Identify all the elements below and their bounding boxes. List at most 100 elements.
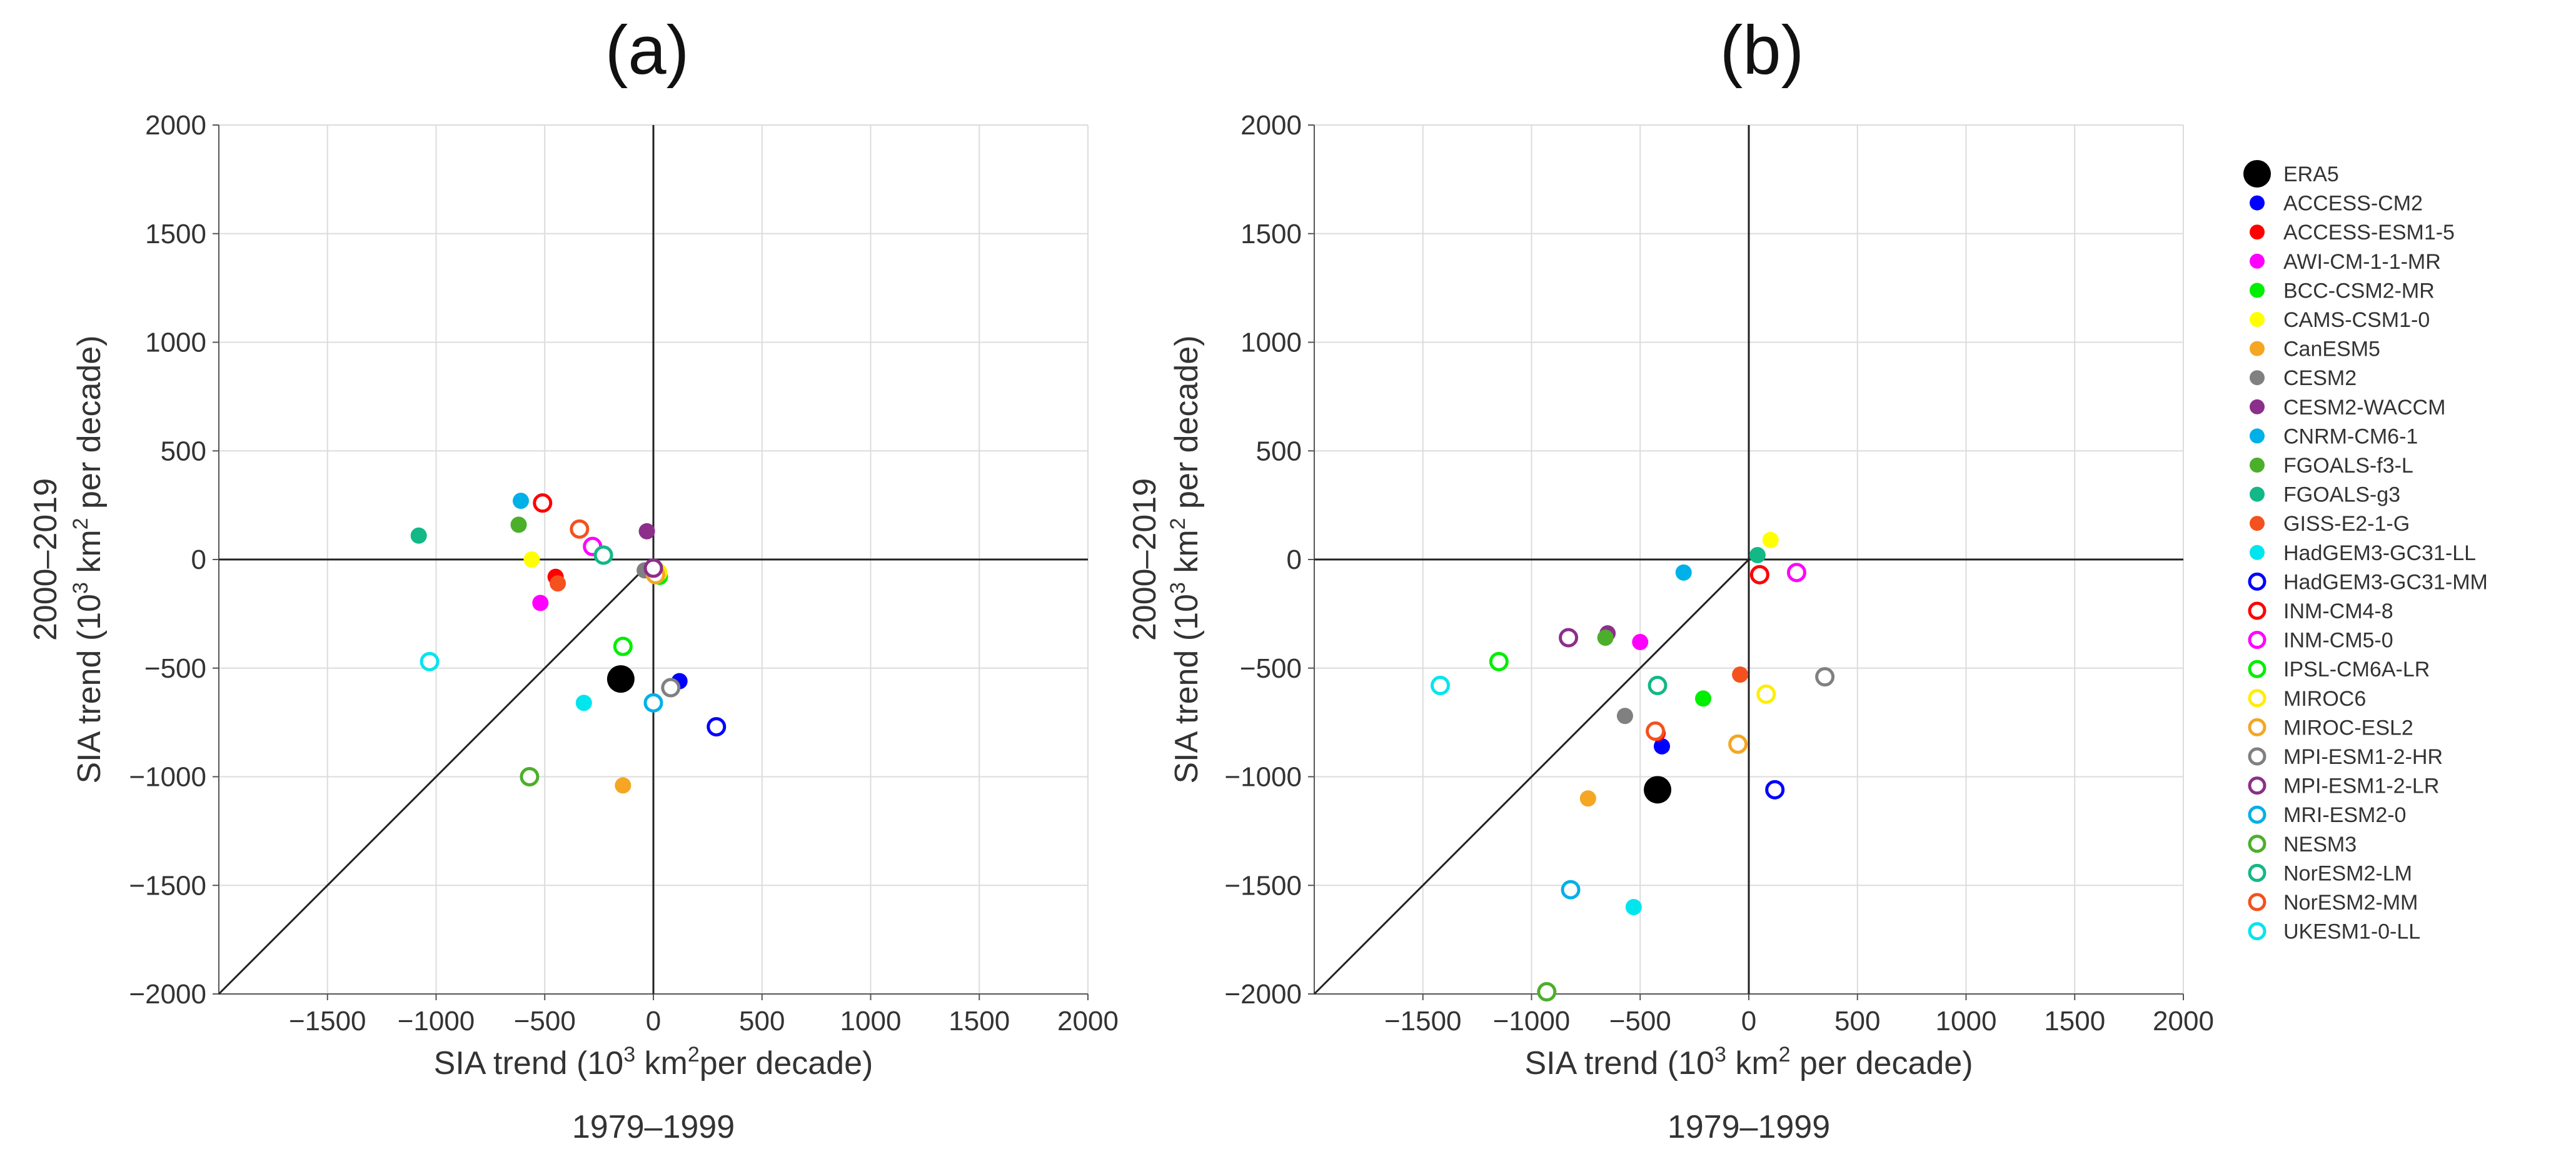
point-hadgem3-gc31-mm	[1765, 780, 1785, 800]
x-tick-label: 2000	[2153, 1006, 2214, 1036]
y-tick-label: 500	[161, 436, 206, 466]
point-miroc-esl2	[1728, 734, 1748, 754]
legend-label: FGOALS-g3	[2283, 483, 2400, 507]
legend-marker-canesm5	[2250, 341, 2265, 356]
legend-marker-hadgem3-gc31-mm	[2248, 572, 2267, 591]
point-noresm2-lm	[593, 545, 613, 565]
legend-marker-noresm2-mm	[2248, 893, 2267, 911]
point-noresm2-lm	[1648, 676, 1668, 696]
point-canesm5	[1579, 790, 1596, 807]
legend-marker-ipsl-cm6a-lr	[2248, 660, 2267, 678]
legend-label: NorESM2-MM	[2283, 891, 2418, 915]
panel-title: (a)	[605, 12, 689, 89]
x-tick-label: 0	[646, 1006, 661, 1036]
legend-label: GISS-E2-1-G	[2283, 512, 2410, 536]
legend-label: IPSL-CM6A-LR	[2283, 658, 2430, 681]
x-tick-label: 500	[739, 1006, 785, 1036]
point-cesm2	[1616, 708, 1633, 725]
legend-label: ACCESS-CM2	[2283, 192, 2423, 216]
legend-marker-access-cm2	[2250, 195, 2265, 211]
x-tick-label: 2000	[1057, 1006, 1119, 1036]
diagonal-line	[218, 558, 655, 995]
legend-label: INM-CM4-8	[2283, 600, 2393, 623]
point-mpi-esm1-2-hr	[1815, 667, 1835, 687]
point-mri-esm2-0	[1561, 880, 1581, 900]
point-nesm3	[520, 767, 540, 786]
y-tick-label: −2000	[129, 979, 206, 1010]
point-fgoals-g3	[410, 527, 427, 544]
point-cams-csm1-0	[1762, 531, 1779, 548]
legend-marker-giss-e2-1-g	[2250, 516, 2265, 531]
point-inm-cm4-8	[533, 493, 553, 513]
legend-marker-cams-csm1-0	[2250, 312, 2265, 327]
point-fgoals-f3-l	[510, 516, 527, 533]
point-fgoals-g3	[1749, 547, 1766, 564]
panel-title: (b)	[1720, 12, 1804, 89]
point-ukesm1-0-ll	[420, 651, 440, 671]
legend-label: NorESM2-LM	[2283, 861, 2412, 885]
point-inm-cm4-8	[1749, 564, 1769, 585]
legend-label: MPI-ESM1-2-HR	[2283, 745, 2443, 769]
legend-marker-noresm2-lm	[2248, 863, 2267, 882]
y-tick-label: 1000	[1240, 328, 1302, 358]
point-bcc-csm2-mr	[1695, 690, 1712, 707]
y-tick-label: −1500	[1224, 870, 1302, 901]
legend-marker-fgoals-f3-l	[2250, 458, 2265, 473]
y-tick-label: −500	[1240, 653, 1302, 684]
y-tick-label: 0	[1287, 544, 1302, 575]
legend-marker-nesm3	[2248, 835, 2267, 853]
y-tick-label: −1000	[129, 762, 206, 793]
legend-marker-hadgem3-gc31-ll	[2250, 544, 2265, 560]
point-hadgem3-gc31-ll	[575, 695, 592, 711]
y-tick-label: −1000	[1224, 762, 1302, 793]
point-inm-cm5-0	[1786, 563, 1806, 583]
point-fgoals-f3-l	[1597, 630, 1614, 646]
legend-label: MIROC6	[2283, 687, 2366, 711]
legend-label: MRI-ESM2-0	[2283, 803, 2406, 827]
point-canesm5	[615, 777, 631, 794]
diagonal-line	[1313, 558, 1750, 995]
legend-label: CESM2	[2283, 366, 2357, 390]
legend-marker-mpi-esm1-2-hr	[2248, 747, 2267, 766]
legend-label: MPI-ESM1-2-LR	[2283, 775, 2439, 798]
point-mri-esm2-0	[643, 693, 663, 713]
point-hadgem3-gc31-mm	[707, 717, 727, 737]
legend-marker-mri-esm2-0	[2248, 805, 2267, 824]
point-mpi-esm1-2-hr	[661, 678, 681, 698]
legend: ERA5 ACCESS-CM2 ACCESS-ESM1-5 AWI-CM-1-1-MR…	[2243, 160, 2488, 944]
x-tick-label: −1000	[1493, 1006, 1571, 1036]
legend-label: INM-CM5-0	[2283, 629, 2393, 653]
legend-label: NESM3	[2283, 833, 2357, 856]
point-nesm3	[1537, 982, 1557, 1002]
x-axis-title: SIA trend (103 km2 per decade)	[1524, 1043, 1973, 1081]
legend-label: ACCESS-ESM1-5	[2283, 221, 2455, 244]
panel-a: −2000 −1500 −1000 −500 0 500 1000 1500 2000 −1500…	[28, 12, 1119, 1145]
legend-label: CESM2-WACCM	[2283, 396, 2445, 419]
legend-marker-ukesm1-0-ll	[2248, 922, 2267, 941]
point-noresm2-mm	[570, 519, 590, 539]
point-giss-e2-1-g	[1732, 666, 1749, 683]
x-tick-label: −1500	[1384, 1006, 1462, 1036]
y-tick-label: 2000	[145, 110, 206, 141]
legend-marker-miroc6	[2248, 689, 2267, 708]
legend-marker-bcc-csm2-mr	[2250, 283, 2265, 298]
legend-label: HadGEM3-GC31-MM	[2283, 570, 2488, 594]
legend-marker-mpi-esm1-2-lr	[2248, 776, 2267, 795]
legend-label: CanESM5	[2283, 338, 2380, 361]
legend-marker-miroc-esl2	[2248, 718, 2267, 736]
point-ipsl-cm6a-lr	[613, 636, 633, 656]
legend-label: CAMS-CSM1-0	[2283, 308, 2430, 332]
y-tick-label: 0	[191, 544, 206, 575]
x-tick-label: −1500	[289, 1006, 366, 1036]
legend-marker-cesm2	[2250, 370, 2265, 386]
legend-marker-cesm2-waccm	[2250, 399, 2265, 414]
legend-label: BCC-CSM2-MR	[2283, 279, 2435, 303]
x-tick-label: 1500	[2044, 1006, 2105, 1036]
legend-label: FGOALS-f3-L	[2283, 454, 2413, 478]
point-cnrm-cm6-1	[1675, 564, 1692, 581]
x-tick-label: −1000	[398, 1006, 475, 1036]
y-axis-title: SIA trend (103 km2 per decade)	[69, 335, 108, 783]
point-noresm2-mm	[1646, 721, 1666, 741]
point-mpi-esm1-2-lr	[643, 558, 663, 578]
legend-marker-inm-cm5-0	[2248, 631, 2267, 650]
